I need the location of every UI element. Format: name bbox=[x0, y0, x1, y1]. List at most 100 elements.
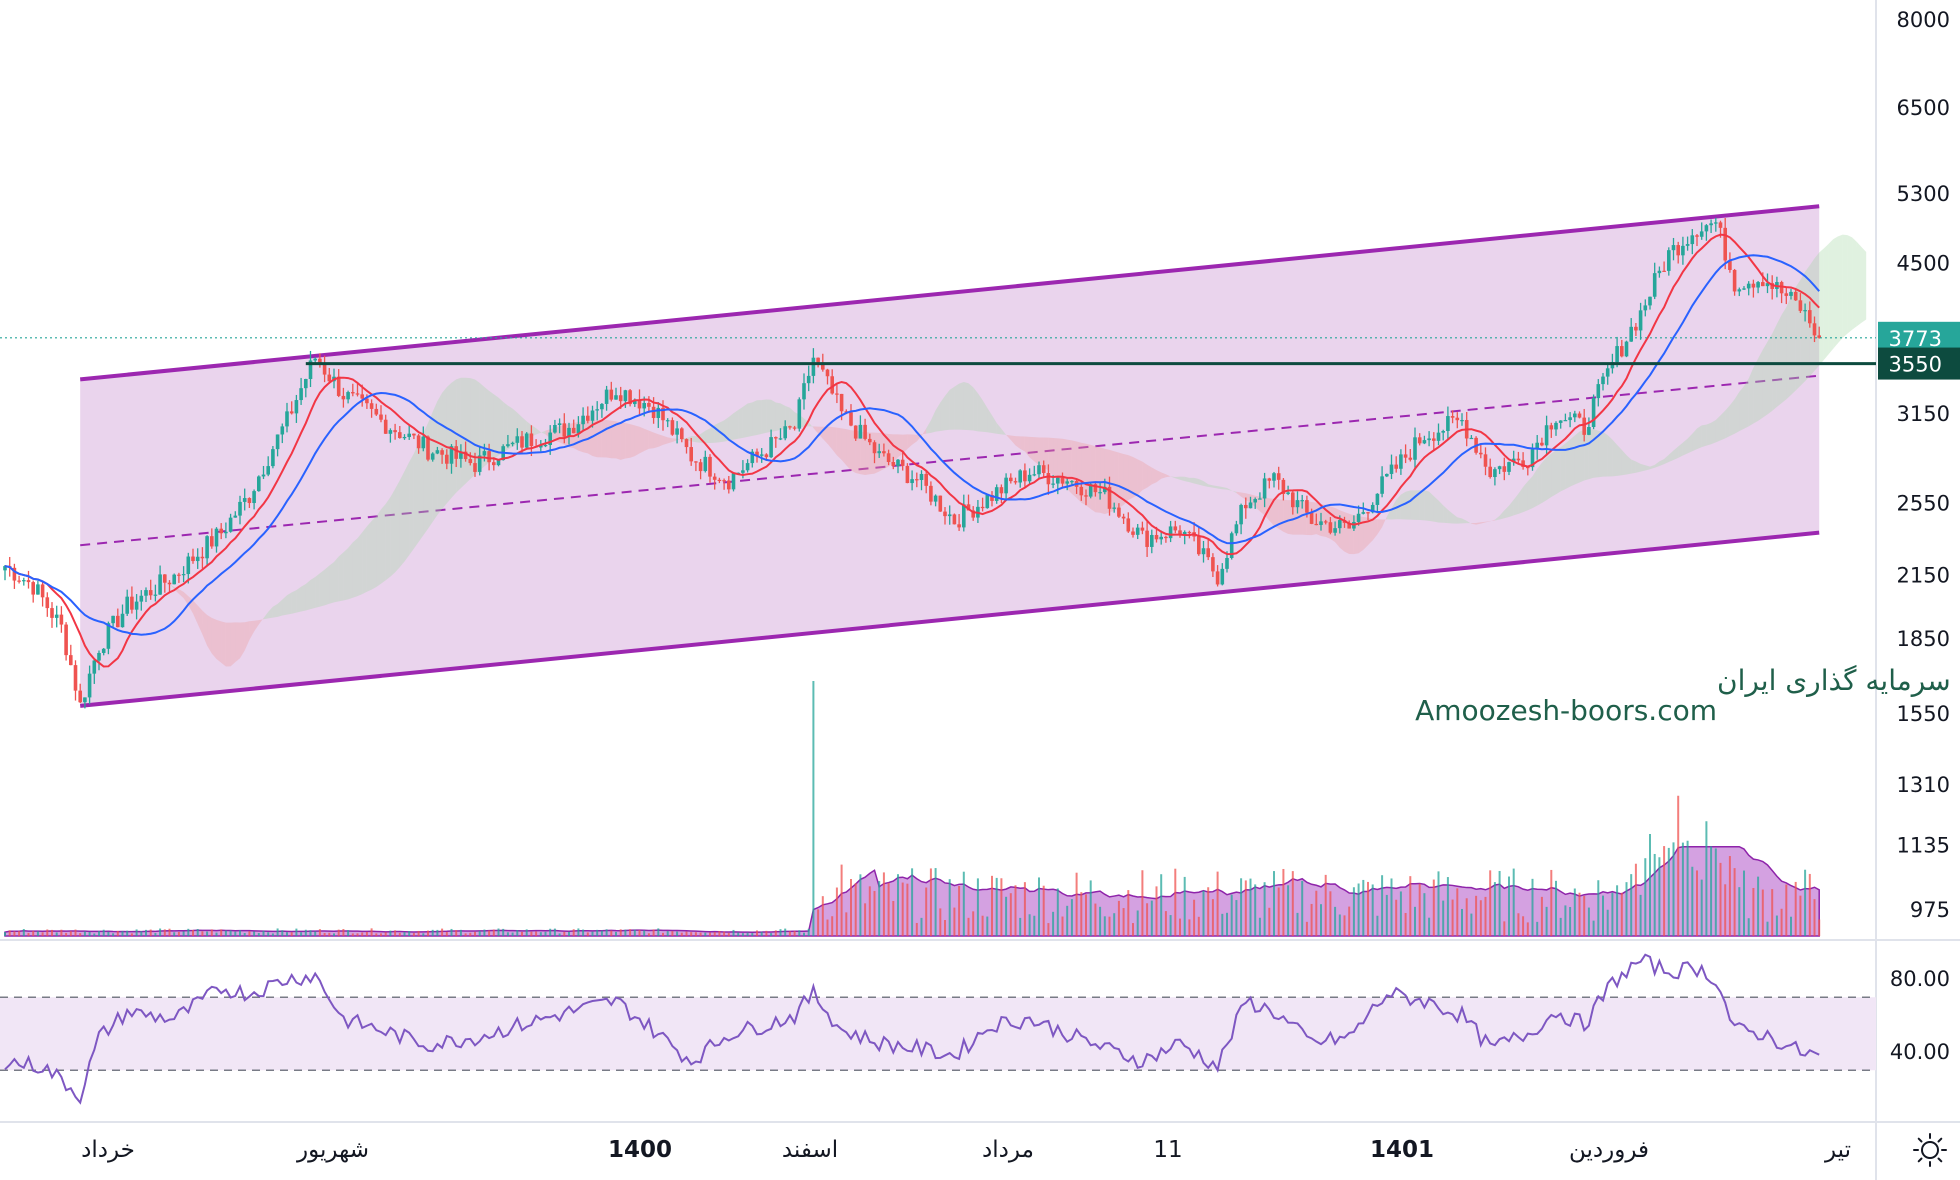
candle-body bbox=[125, 596, 129, 614]
candle bbox=[181, 566, 186, 583]
ichimoku-segment bbox=[1584, 429, 1589, 481]
chart-settings-button[interactable] bbox=[1908, 1128, 1952, 1172]
candle bbox=[383, 414, 388, 434]
volume-bar bbox=[1376, 915, 1379, 936]
candle-body bbox=[242, 498, 247, 502]
candle bbox=[1728, 252, 1732, 273]
ichimoku-segment bbox=[1687, 433, 1693, 454]
candle bbox=[731, 473, 736, 492]
volume-bar bbox=[365, 931, 368, 936]
candle-body bbox=[1356, 513, 1361, 522]
candle bbox=[134, 594, 139, 620]
candle bbox=[604, 385, 609, 411]
ichimoku-segment bbox=[1057, 438, 1063, 484]
candle-body bbox=[1761, 282, 1765, 287]
ichimoku-segment bbox=[832, 426, 837, 456]
volume-bar bbox=[286, 932, 288, 936]
ichimoku-segment bbox=[1217, 486, 1223, 490]
candle-body bbox=[868, 438, 872, 443]
volume-bar bbox=[1188, 919, 1191, 936]
volume-bar bbox=[901, 882, 904, 936]
candle bbox=[1793, 288, 1798, 301]
price-axis-label: 1310 bbox=[1897, 773, 1950, 797]
candle bbox=[1803, 303, 1807, 322]
candle-body bbox=[17, 580, 21, 582]
ichimoku-segment bbox=[1588, 429, 1594, 480]
ichimoku-segment bbox=[1560, 443, 1566, 492]
volume-bar bbox=[1696, 870, 1698, 936]
candle bbox=[675, 421, 679, 444]
volume-bar bbox=[380, 933, 382, 936]
volume-bar bbox=[1719, 862, 1722, 936]
candle bbox=[811, 348, 816, 384]
ichimoku-segment bbox=[301, 583, 306, 612]
candle bbox=[882, 443, 886, 457]
candle-body bbox=[1502, 466, 1507, 472]
ichimoku-segment bbox=[1579, 429, 1585, 483]
candle bbox=[1084, 489, 1088, 506]
ichimoku-segment bbox=[1339, 510, 1345, 552]
time-axis-label: مرداد bbox=[982, 1137, 1034, 1163]
candle-body bbox=[1671, 245, 1676, 251]
candle bbox=[130, 586, 134, 614]
ichimoku-segment bbox=[1678, 442, 1683, 458]
candle-body bbox=[31, 582, 35, 595]
candle-body bbox=[1699, 231, 1704, 237]
volume-bar bbox=[314, 931, 317, 936]
volume-bar bbox=[1451, 899, 1454, 936]
volume-bar bbox=[337, 929, 340, 936]
candle bbox=[1535, 435, 1539, 460]
candle-body bbox=[1413, 437, 1417, 460]
candle-body bbox=[1469, 437, 1474, 440]
candle-body bbox=[355, 393, 360, 395]
ichimoku-segment bbox=[1809, 258, 1815, 377]
candle-body bbox=[205, 536, 209, 559]
volume-bar bbox=[121, 931, 124, 936]
ichimoku-segment bbox=[1758, 349, 1763, 421]
candle bbox=[1516, 451, 1521, 465]
volume-bar bbox=[1771, 889, 1774, 936]
ichimoku-segment bbox=[1631, 459, 1636, 474]
ichimoku-segment bbox=[390, 488, 396, 577]
ichimoku-segment bbox=[460, 377, 466, 489]
volume-bar bbox=[1291, 871, 1294, 936]
ichimoku-segment bbox=[785, 405, 790, 430]
candle bbox=[567, 422, 571, 445]
ichimoku-segment bbox=[836, 427, 842, 460]
candle bbox=[684, 438, 689, 454]
volume-bar bbox=[65, 932, 68, 936]
ichimoku-segment bbox=[1405, 490, 1411, 520]
candle-body bbox=[806, 375, 811, 384]
candle bbox=[468, 452, 473, 466]
ichimoku-segment bbox=[385, 497, 391, 581]
ichimoku-segment bbox=[1316, 502, 1321, 537]
volume-bar bbox=[633, 929, 636, 936]
time-axis-label: شهریور bbox=[296, 1137, 369, 1163]
volume-bar bbox=[107, 931, 110, 936]
ichimoku-segment bbox=[813, 426, 819, 434]
volume-bar bbox=[793, 930, 796, 936]
candle-body bbox=[1267, 478, 1272, 481]
candle-body bbox=[825, 369, 830, 377]
ichimoku-segment bbox=[1095, 446, 1101, 513]
channel-upper-line bbox=[80, 204, 1820, 382]
ichimoku-segment bbox=[343, 548, 349, 601]
volume-bar bbox=[784, 928, 787, 936]
volume-bar bbox=[850, 879, 852, 936]
volume-bar bbox=[864, 903, 867, 936]
candle bbox=[144, 587, 148, 603]
candle-body bbox=[886, 453, 891, 462]
candle bbox=[1591, 394, 1596, 430]
candle-body bbox=[741, 470, 745, 473]
candle-body bbox=[1756, 282, 1760, 288]
candle-body bbox=[618, 395, 623, 402]
ichimoku-segment bbox=[1424, 490, 1430, 521]
volume-bar bbox=[469, 932, 472, 936]
candle-body bbox=[1164, 536, 1168, 539]
candle-body bbox=[896, 459, 900, 467]
ichimoku-segment bbox=[1156, 470, 1162, 483]
ichimoku-segment bbox=[1527, 476, 1533, 511]
ichimoku-segment bbox=[1640, 463, 1646, 472]
